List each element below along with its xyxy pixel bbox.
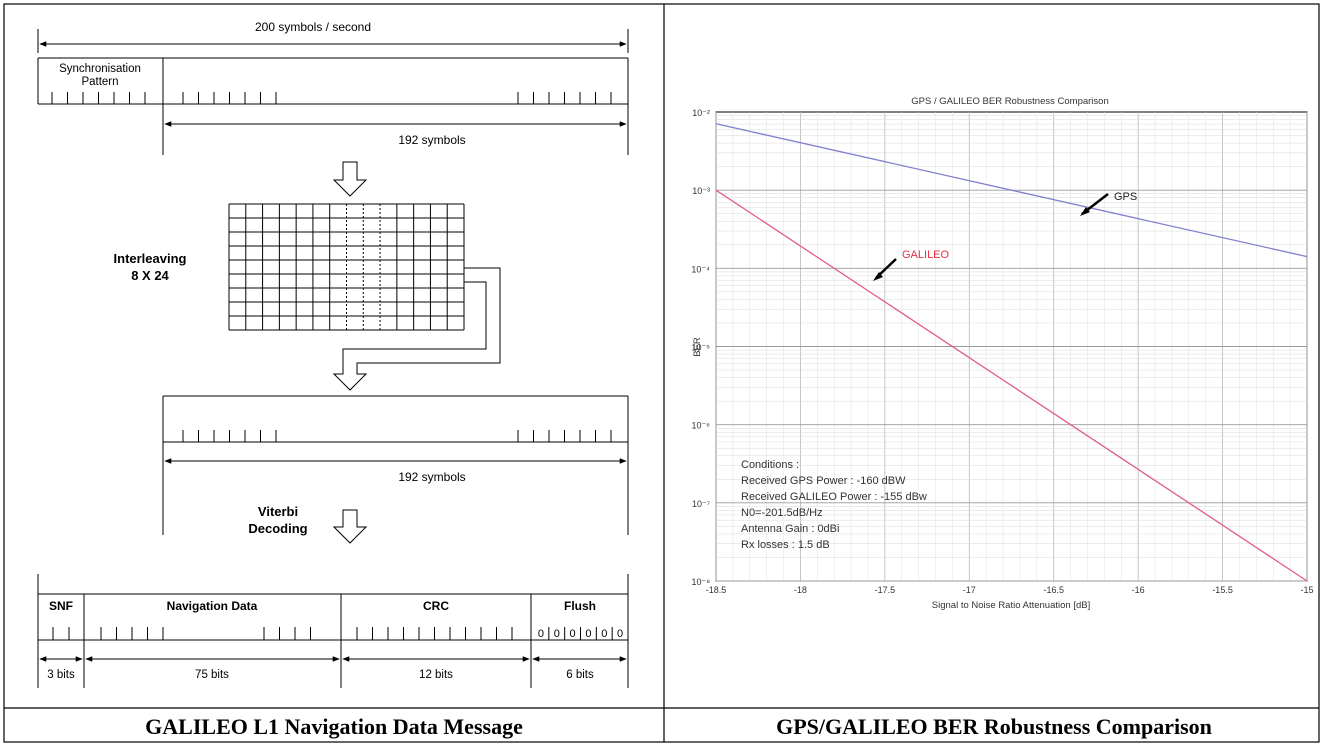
- down-arrow-1: [332, 161, 368, 197]
- viterbi-label-line1: Viterbi: [258, 504, 298, 519]
- galileo-label: GALILEO: [902, 249, 950, 261]
- viterbi-label-line2: Decoding: [248, 521, 307, 536]
- y-tick-label: 10⁻⁶: [692, 421, 711, 431]
- conditions-box: Conditions : Received GPS Power : -160 dB…: [741, 459, 927, 551]
- outer-border: [3, 3, 1320, 743]
- crc-bits-label: 12 bits: [419, 669, 453, 681]
- x-axis-label: Signal to Noise Ratio Attenuation [dB]: [932, 600, 1090, 611]
- flush-bits-label: 6 bits: [566, 669, 594, 681]
- x-tick-label: -17.5: [875, 585, 896, 595]
- field-crc: CRC: [423, 599, 449, 613]
- y-tick-label: 10⁻⁵: [692, 343, 711, 353]
- gps-label: GPS: [1114, 191, 1137, 203]
- galileo-series-line: [715, 189, 1308, 582]
- y-tick-label: 10⁻⁷: [692, 499, 710, 509]
- ber-chart: -18.5 -18 -17.5 -17 -16.5 -16 -15.5 -15 10⁻²10⁻…: [691, 96, 1313, 611]
- condition-line: Received GALILEO Power : -155 dBw: [741, 491, 927, 503]
- condition-line: N0=-201.5dB/Hz: [741, 507, 823, 519]
- interleaving-matrix: [228, 203, 465, 331]
- flush-zero: 0: [601, 628, 607, 640]
- condition-line: Received GPS Power : -160 dBW: [741, 475, 906, 487]
- x-tick-label: -18.5: [706, 585, 727, 595]
- interleave-output-arrow: [332, 267, 501, 391]
- flush-zero: 0: [617, 628, 623, 640]
- gps-series-line: [715, 123, 1308, 258]
- frame1-symbol-ticks: [182, 92, 612, 104]
- sync-pattern-ticks: [51, 92, 146, 104]
- chart-series: [715, 123, 1308, 582]
- y-tick-label: 10⁻³: [692, 186, 710, 196]
- x-tick-label: -17: [963, 585, 976, 595]
- snf-bits-label: 3 bits: [47, 669, 75, 681]
- y-tick-label: 10⁻⁸: [691, 577, 710, 587]
- y-tick-labels: 10⁻² 10⁻³ 10⁻⁴ 10⁻⁵ 10⁻⁶ 10⁻⁷ 10⁻⁸: [691, 108, 710, 587]
- navdata-bits-label: 75 bits: [195, 669, 229, 681]
- y-tick-label: 10⁻²: [692, 108, 710, 118]
- chart-title: GPS / GALILEO BER Robustness Comparison: [911, 96, 1108, 107]
- flush-zero: 0: [585, 628, 591, 640]
- x-tick-label: -16.5: [1043, 585, 1064, 595]
- x-tick-label: -16: [1132, 585, 1145, 595]
- condition-line: Antenna Gain : 0dBi: [741, 523, 839, 535]
- right-caption: GPS/GALILEO BER Robustness Comparison: [776, 714, 1212, 739]
- y-axis-label: BER: [692, 337, 703, 357]
- flush-zero: 0: [538, 628, 544, 640]
- symbols-label-1: 192 symbols: [398, 133, 465, 147]
- flush-zero: 0: [570, 628, 576, 640]
- field-bit-ticks: [52, 627, 513, 640]
- symbols-label-2: 192 symbols: [398, 470, 465, 484]
- sync-label-line2: Pattern: [81, 76, 118, 88]
- condition-line: Conditions :: [741, 459, 799, 471]
- rate-label: 200 symbols / second: [255, 20, 371, 34]
- x-tick-labels: -18.5 -18 -17.5 -17 -16.5 -16 -15.5 -15: [706, 585, 1314, 595]
- field-navigation-data: Navigation Data: [167, 599, 258, 613]
- left-caption: GALILEO L1 Navigation Data Message: [145, 714, 523, 739]
- interleaving-label-line2: 8 X 24: [131, 268, 169, 283]
- down-arrow-3: [332, 509, 368, 544]
- y-tick-label: 10⁻⁴: [691, 264, 710, 274]
- x-tick-label: -18: [794, 585, 807, 595]
- sync-label-line1: Synchronisation: [59, 63, 141, 75]
- interleaving-label-line1: Interleaving: [114, 251, 187, 266]
- flush-zero: 0: [554, 628, 560, 640]
- chart-grid: [715, 112, 1308, 582]
- navigation-message-diagram: 200 symbols / second Synchronisation Pat…: [37, 20, 629, 688]
- condition-line: Rx losses : 1.5 dB: [741, 539, 830, 551]
- x-tick-label: -15: [1300, 585, 1313, 595]
- x-tick-label: -15.5: [1212, 585, 1233, 595]
- field-flush: Flush: [564, 599, 596, 613]
- field-snf: SNF: [49, 599, 73, 613]
- frame2-symbol-ticks: [182, 430, 612, 442]
